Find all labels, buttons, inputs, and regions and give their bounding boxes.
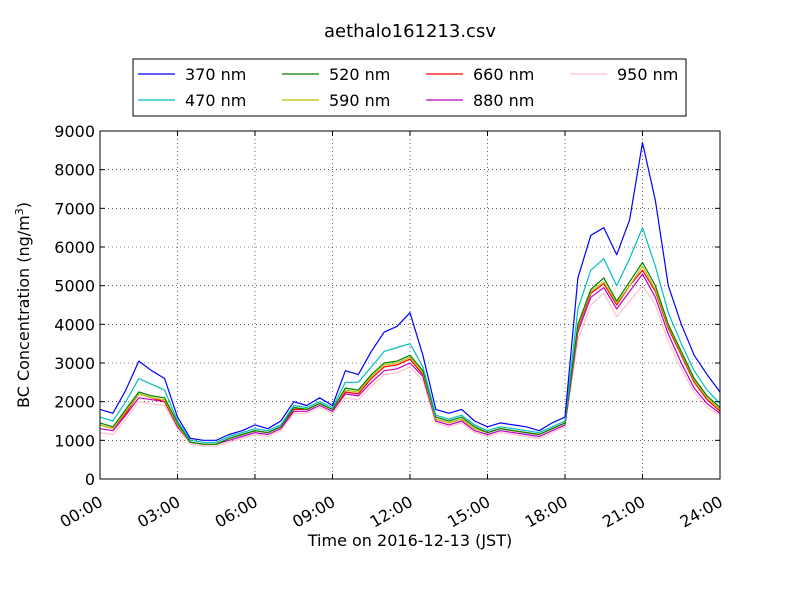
legend: 370 nm 470 nm 520 nm 590 nm 660 nm 880 nm 950 … (132, 58, 687, 117)
legend-entry: 520 nm (282, 65, 390, 84)
y-axis-label-close: ) (14, 202, 33, 208)
legend-label: 370 nm (185, 65, 246, 84)
legend-label: 660 nm (473, 65, 534, 84)
tick-marks (99, 130, 721, 480)
y-tick-label: 5000 (54, 277, 95, 296)
y-tick-label: 4000 (54, 315, 95, 334)
y-tick-label: 0 (85, 470, 95, 489)
y-tick-label: 7000 (54, 199, 95, 218)
y-axis-label: BC Concentration (ng/m3) (13, 202, 33, 408)
legend-frame (132, 58, 687, 117)
legend-label: 950 nm (617, 65, 678, 84)
y-tick-label: 8000 (54, 161, 95, 180)
legend-entry: 880 nm (426, 91, 534, 110)
series-line-520-nm (99, 261, 721, 445)
series-layer (99, 142, 721, 447)
chart-title: aethalo161213.csv (324, 21, 496, 42)
series-line-470-nm (99, 227, 721, 443)
y-tick-label: 1000 (54, 431, 95, 450)
series-line-370-nm (99, 142, 721, 441)
series-line-950-nm (99, 285, 721, 447)
legend-label: 590 nm (329, 91, 390, 110)
legend-label: 880 nm (473, 91, 534, 110)
legend-entry: 660 nm (426, 65, 534, 84)
legend-entry: 950 nm (570, 65, 678, 84)
x-axis-label: Time on 2016-12-13 (JST) (307, 531, 512, 550)
y-tick-label: 9000 (54, 122, 95, 141)
y-tick-labels: 0 1000 2000 3000 4000 5000 6000 7000 8000 9000 (54, 122, 95, 489)
legend-entry: 590 nm (282, 91, 390, 110)
y-tick-label: 3000 (54, 354, 95, 373)
y-axis-label-main: BC Concentration (ng/m (14, 215, 33, 408)
legend-label: 520 nm (329, 65, 390, 84)
y-tick-label: 2000 (54, 393, 95, 412)
legend-label: 470 nm (185, 91, 246, 110)
y-axis-label-superscript: 3 (13, 208, 26, 215)
legend-entry: 370 nm (138, 65, 246, 84)
legend-entry: 470 nm (138, 91, 246, 110)
y-tick-label: 6000 (54, 238, 95, 257)
